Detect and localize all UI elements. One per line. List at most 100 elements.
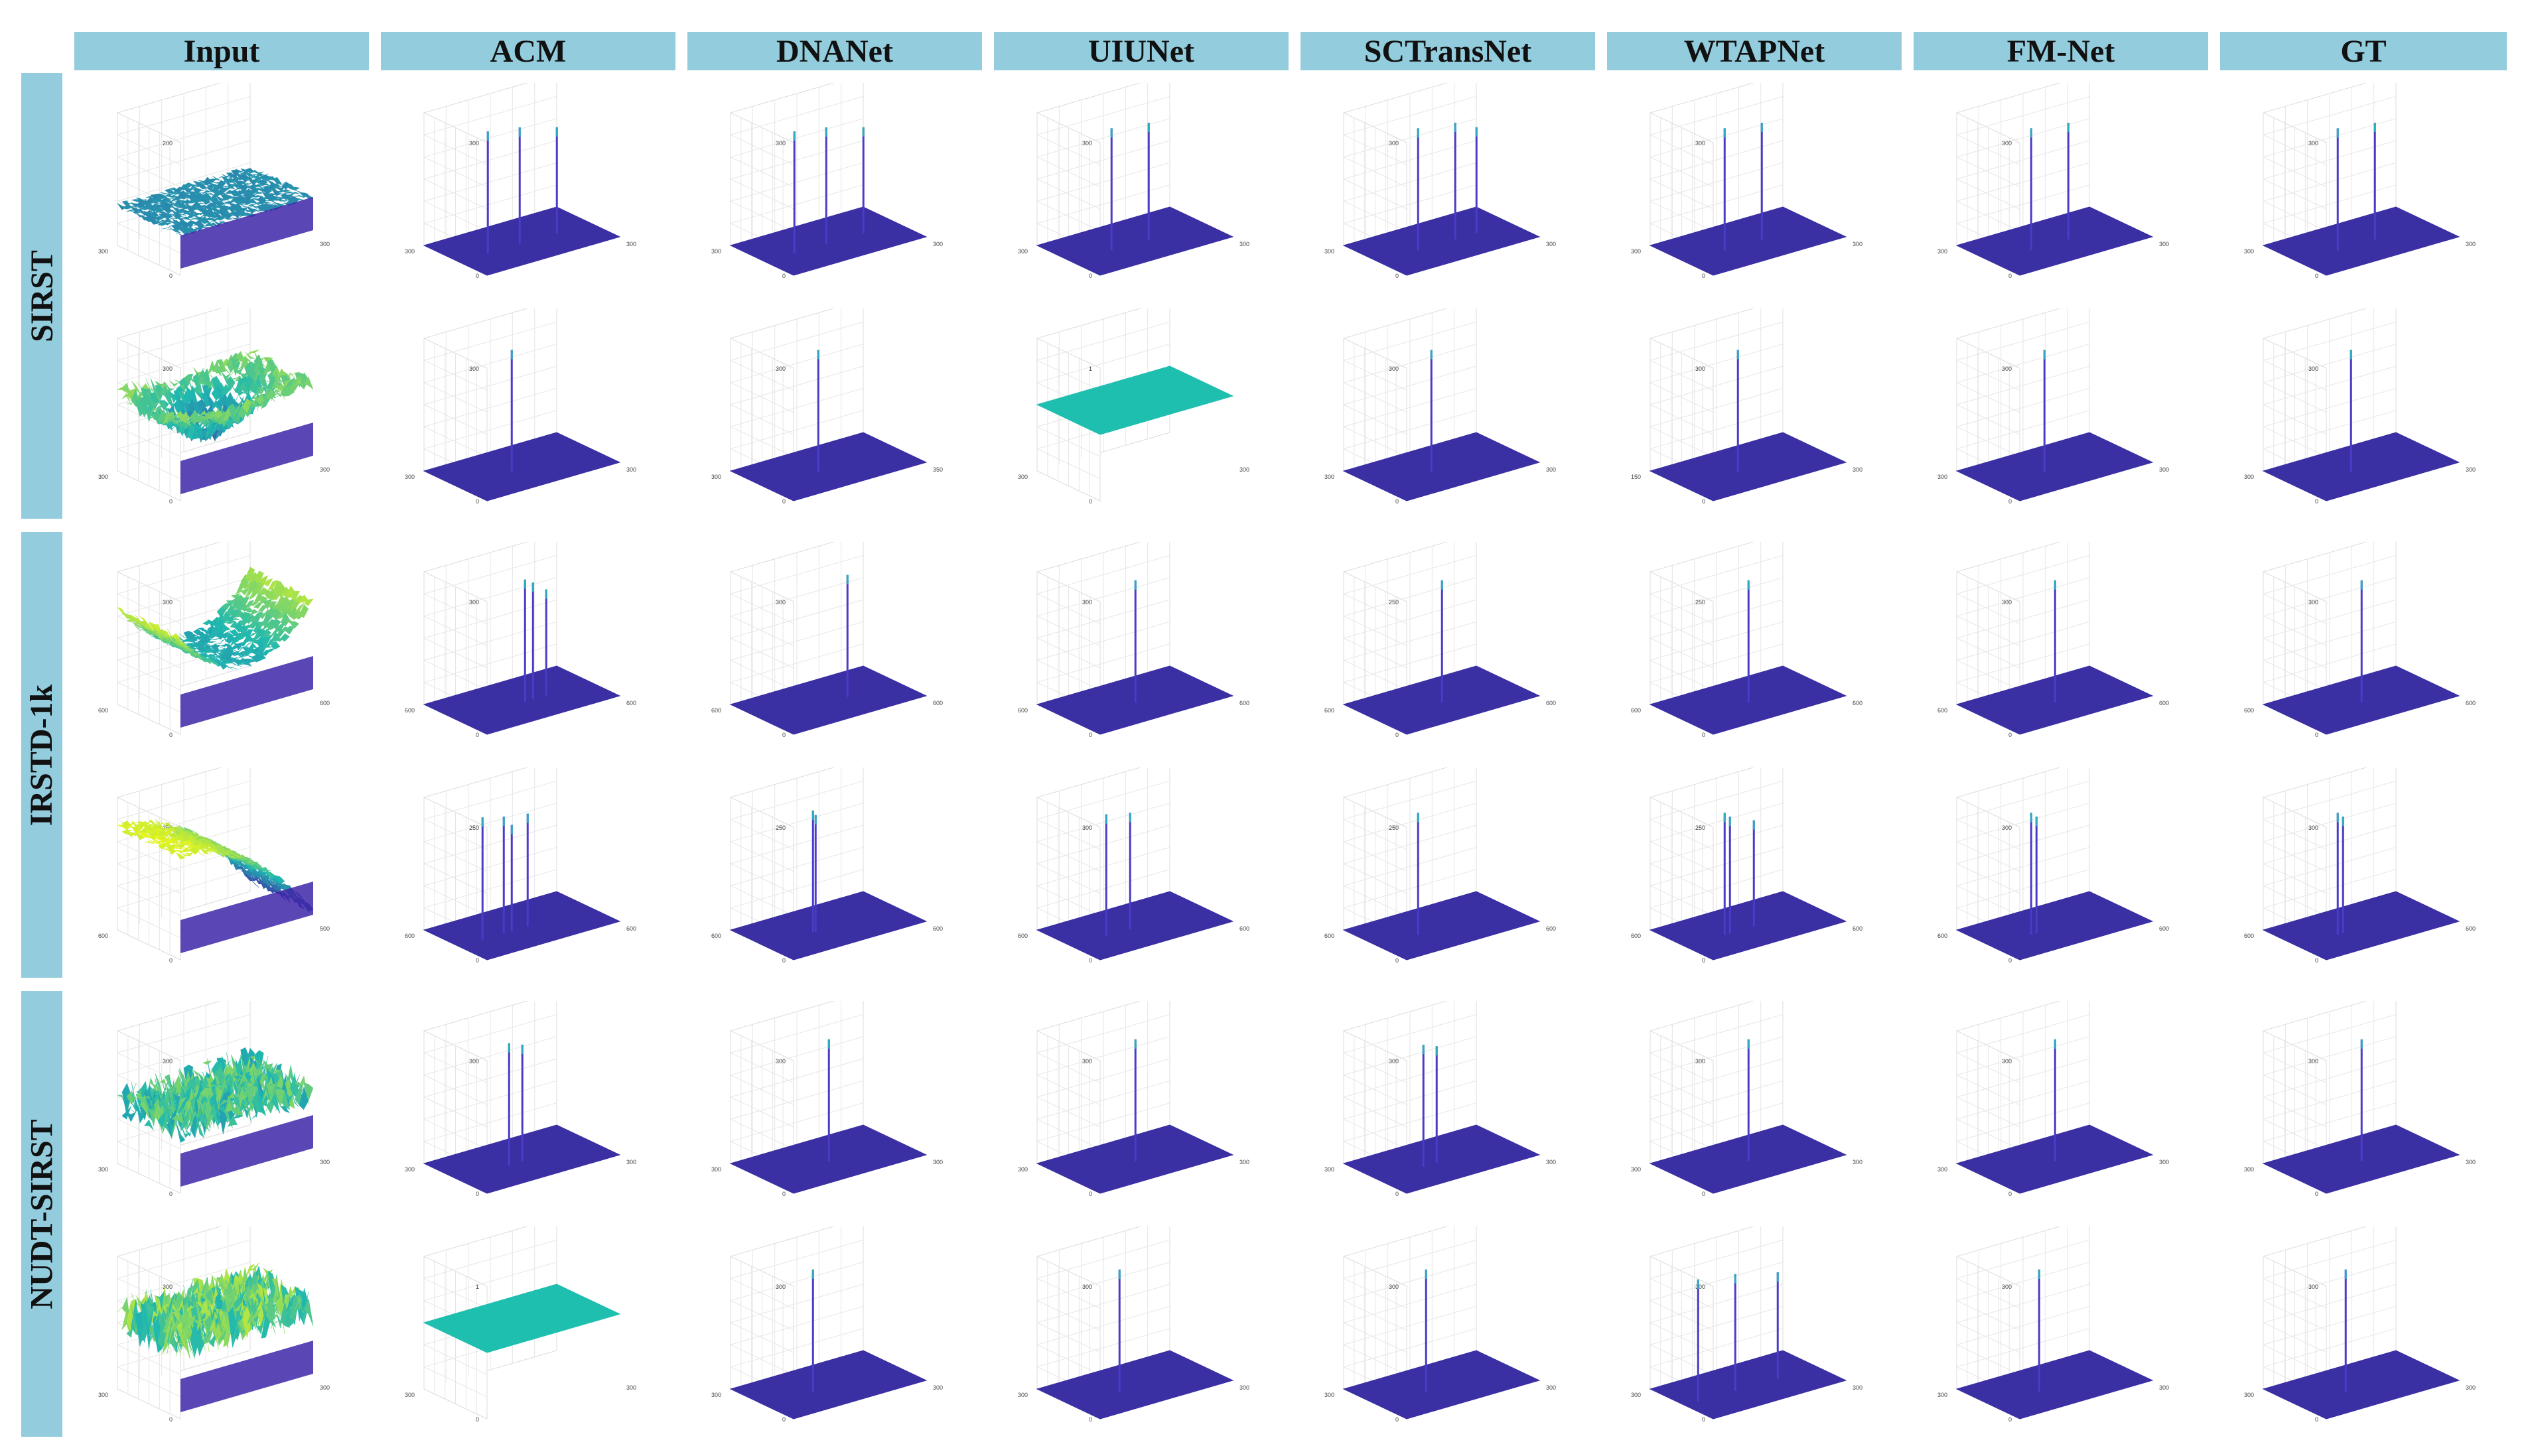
axes-frame: 300 0 300 300 <box>1631 83 1862 279</box>
surface-skirt <box>180 197 313 269</box>
y-tick-label: 300 <box>1631 248 1641 255</box>
x-tick-label: 300 <box>2159 466 2169 473</box>
surface-facet <box>117 387 127 393</box>
surface-facet <box>200 198 211 205</box>
surface-facet <box>232 664 243 667</box>
surface-facet <box>135 1098 145 1124</box>
surface-facet <box>240 356 250 365</box>
surface-facet <box>208 1110 219 1132</box>
surface-facet <box>289 378 299 392</box>
x-tick-label: 300 <box>1853 466 1862 473</box>
surface-plot: 300 0 300 300 <box>2244 1226 2476 1423</box>
surface-facet <box>202 1060 213 1065</box>
z-tick-label: 0 <box>1702 273 1705 279</box>
surface-facet <box>204 1328 214 1345</box>
plot-cell-wtapnet-4: 300 0 300 300 <box>1607 1001 1902 1226</box>
x-tick-label: 300 <box>1853 1159 1862 1165</box>
y-tick-label: 300 <box>98 474 108 480</box>
x-tick-label: 300 <box>1853 1384 1862 1391</box>
surface-facet <box>204 850 214 854</box>
surface-facet <box>237 854 247 859</box>
surface-facet <box>242 660 252 667</box>
plot-cell-gt-1: 300 0 300 300 <box>2220 308 2515 534</box>
surface-skirt <box>180 1341 313 1412</box>
surface-facet <box>171 1331 181 1357</box>
row-header-label: SIRST <box>24 249 60 342</box>
surface-facet <box>167 224 176 229</box>
plot-cell-gt-5: 300 0 300 300 <box>2220 1226 2515 1452</box>
plot-cell-acm-2: 300 0 600 600 <box>381 542 675 767</box>
surface-facet <box>247 206 257 214</box>
row-header-nudt-sirst: NUDT-SIRST <box>21 991 62 1437</box>
plot-cell-wtapnet-0: 300 0 300 300 <box>1607 83 1902 308</box>
surface-facet <box>176 843 186 850</box>
x-tick-label: 600 <box>626 925 636 932</box>
y-tick-label: 600 <box>1324 707 1334 714</box>
plot-cell-dnanet-5: 300 0 300 300 <box>687 1226 982 1452</box>
surface-facet <box>240 182 249 186</box>
plot-cell-wtapnet-3: 250 0 600 600 <box>1607 767 1902 993</box>
base-plane <box>423 665 621 735</box>
x-tick-label: 300 <box>1546 466 1556 473</box>
y-tick-label: 300 <box>98 1166 108 1173</box>
z-tick-label: 1 <box>476 1284 479 1290</box>
surface-facet <box>263 357 273 364</box>
z-tick-label: 300 <box>2002 825 2012 831</box>
surface-facet <box>172 211 182 219</box>
x-tick-label: 350 <box>933 466 943 473</box>
surface-facet <box>253 389 263 398</box>
x-tick-label: 300 <box>320 241 330 247</box>
x-tick-label: 300 <box>2466 241 2476 247</box>
surface-plot: 300 0 300 300 <box>1937 1226 2169 1423</box>
y-tick-label: 300 <box>1018 248 1028 255</box>
surface-facet <box>153 217 163 222</box>
plot-cell-uiunet-3: 300 0 600 600 <box>994 767 1289 993</box>
z-tick-label: 0 <box>2008 498 2012 505</box>
z-tick-label: 250 <box>163 825 173 831</box>
z-tick-label: 300 <box>1389 140 1399 147</box>
surface-facet <box>163 212 173 220</box>
surface-facet <box>181 1311 191 1353</box>
base-plane <box>729 665 928 735</box>
base-plane <box>1649 432 1847 501</box>
y-tick-label: 300 <box>2244 1392 2254 1398</box>
z-tick-label: 300 <box>1082 599 1092 606</box>
surface-facet <box>225 620 236 624</box>
y-tick-label: 600 <box>711 933 721 939</box>
surface-facet <box>263 578 273 587</box>
surface-facet <box>186 199 197 204</box>
x-tick-label: 600 <box>2159 925 2169 932</box>
surface-facet <box>171 633 182 639</box>
plot-cell-sctransnet-0: 300 0 300 300 <box>1300 83 1595 308</box>
base-plane <box>729 432 928 501</box>
surface-facet <box>209 1318 219 1350</box>
plot-cell-sctransnet-3: 250 0 600 600 <box>1300 767 1595 993</box>
surface-plot: 300 0 300 300 <box>1937 1001 2169 1197</box>
surface-facet <box>220 196 230 202</box>
surface-plot: 300 0 300 300 <box>98 1001 330 1197</box>
surface-facet <box>218 849 228 858</box>
surface-facet <box>248 602 259 606</box>
surface-facet <box>224 633 236 638</box>
surface-plot: 250 0 600 600 <box>1324 542 1556 738</box>
base-plane <box>729 891 928 960</box>
x-tick-label: 300 <box>626 241 636 247</box>
surface-facet <box>185 1113 195 1138</box>
z-tick-label: 0 <box>782 273 786 279</box>
plot-cell-acm-1: 300 0 300 300 <box>381 308 675 534</box>
y-tick-label: 300 <box>405 474 415 480</box>
y-tick-label: 300 <box>2244 1166 2254 1173</box>
x-tick-label: 600 <box>1546 700 1556 706</box>
surface-plot: 300 0 600 600 <box>98 542 330 738</box>
surface-facet <box>130 832 141 836</box>
surface-facet <box>175 417 186 425</box>
z-tick-label: 0 <box>1089 1416 1092 1423</box>
x-tick-label: 600 <box>1853 700 1862 706</box>
surface-facet <box>285 626 295 635</box>
surface-facet <box>194 1334 204 1357</box>
surface-facet <box>244 874 255 882</box>
base-plane <box>423 432 621 501</box>
z-tick-label: 300 <box>776 140 786 147</box>
z-tick-label: 300 <box>2002 599 2012 606</box>
surface-facet <box>251 396 261 405</box>
